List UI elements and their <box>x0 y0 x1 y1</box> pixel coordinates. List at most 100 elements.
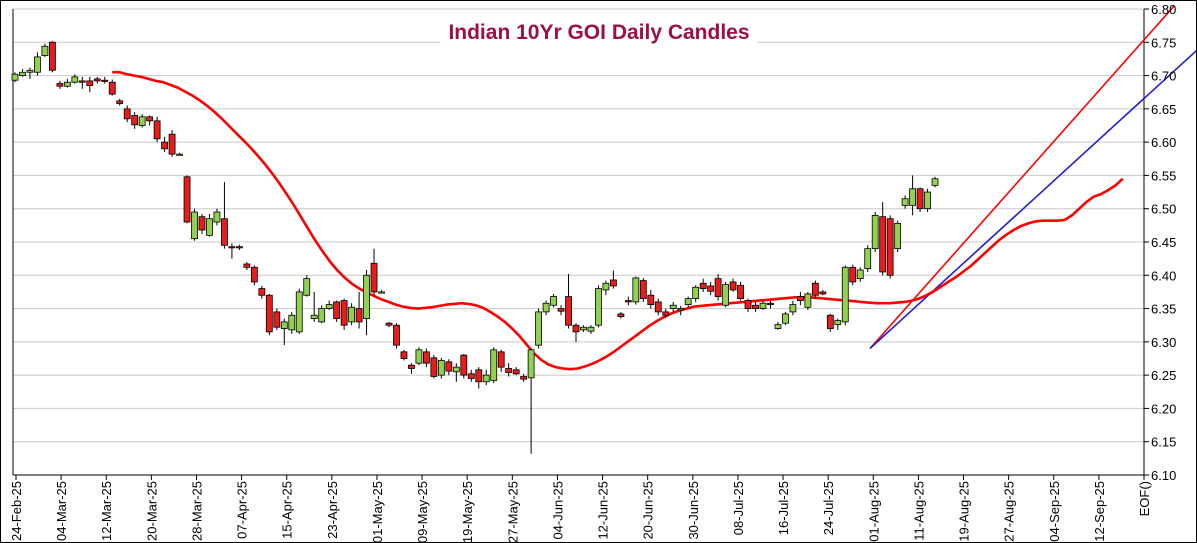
candle-body <box>176 153 183 156</box>
candle <box>931 176 939 188</box>
candle <box>916 187 924 213</box>
candle <box>550 293 557 308</box>
candle <box>565 273 572 329</box>
candle-body <box>422 351 430 364</box>
candle-body <box>767 302 774 305</box>
candle <box>183 175 191 224</box>
candle-body <box>355 308 363 323</box>
candle-body <box>258 288 266 296</box>
candle-body <box>265 294 273 333</box>
candle <box>78 76 86 89</box>
candle-body <box>482 374 490 383</box>
candle-body <box>632 277 640 303</box>
candle-body <box>595 288 602 326</box>
candle-body <box>722 284 729 306</box>
candle-body <box>273 311 281 328</box>
candle-body <box>505 368 513 373</box>
candle-body <box>550 296 557 306</box>
candle <box>273 308 281 330</box>
grid-lines <box>13 8 1144 476</box>
candle-body <box>71 76 79 83</box>
candle-body <box>826 314 834 329</box>
candle <box>131 112 139 129</box>
x-tick-label: 19-May-25 <box>460 481 475 542</box>
candle <box>295 288 303 334</box>
candle-body <box>819 291 827 295</box>
candle <box>871 212 879 252</box>
candle <box>572 323 580 342</box>
candle <box>901 195 909 209</box>
x-tick-label: 12-Mar-25 <box>99 481 114 541</box>
candle-body <box>191 211 198 240</box>
candle <box>595 285 602 328</box>
candle <box>841 265 849 326</box>
y-tick-label: 6.30 <box>1151 335 1176 350</box>
candle-body <box>587 326 595 332</box>
y-tick-label: 6.35 <box>1151 302 1176 317</box>
candle <box>415 347 423 366</box>
candle <box>348 303 356 326</box>
candle <box>221 182 228 249</box>
candle-body <box>206 218 213 236</box>
candle <box>714 273 722 301</box>
candle-body <box>295 291 303 333</box>
candle <box>610 270 617 289</box>
candle <box>310 291 318 322</box>
y-tick-label: 6.15 <box>1151 435 1176 450</box>
candle <box>437 357 445 379</box>
candle-body <box>789 304 797 313</box>
candle <box>580 325 587 332</box>
y-tick-label: 6.45 <box>1151 235 1176 250</box>
upper-trend-line <box>869 5 1175 350</box>
candle-body <box>610 279 617 287</box>
candle-body <box>325 304 333 309</box>
candle <box>370 248 378 296</box>
candle-body <box>363 274 370 319</box>
candle <box>198 214 206 235</box>
candle-body <box>445 361 453 372</box>
candle-body <box>662 311 670 316</box>
candle-body <box>108 81 116 95</box>
candle <box>325 300 333 310</box>
candle-body <box>834 320 842 325</box>
candle-body <box>400 351 408 359</box>
candle-body <box>460 354 468 376</box>
candle-body <box>340 300 348 326</box>
x-tick-label: 24-Jul-25 <box>821 481 836 535</box>
candle <box>378 289 385 294</box>
x-tick-label: 23-Apr-25 <box>325 481 340 539</box>
candle-body <box>886 218 894 276</box>
candle <box>505 363 513 377</box>
candle <box>430 355 438 379</box>
candle <box>849 264 857 286</box>
candle-body <box>744 300 752 309</box>
candle <box>520 373 528 382</box>
candle-body <box>894 222 902 250</box>
candle <box>355 291 363 329</box>
y-tick-label: 6.10 <box>1151 468 1176 483</box>
candle <box>288 311 296 334</box>
candle <box>826 313 834 332</box>
trend-channels <box>869 5 1196 350</box>
candle-body <box>101 79 109 82</box>
candle-body <box>430 357 438 377</box>
candle-body <box>11 73 19 81</box>
candle-body <box>19 71 26 76</box>
candle <box>624 296 632 306</box>
candle-body <box>86 80 94 86</box>
candle-body <box>624 300 632 303</box>
candle-body <box>602 282 610 291</box>
candle-body <box>370 262 378 293</box>
x-tick-label: EOF() <box>1137 481 1152 516</box>
candle-body <box>56 83 64 87</box>
candle <box>19 68 26 77</box>
candle-body <box>78 80 86 83</box>
candle-body <box>729 281 737 291</box>
candle <box>662 308 670 318</box>
candle <box>206 214 213 237</box>
candle <box>512 367 520 376</box>
candle <box>153 116 161 143</box>
candle <box>797 291 804 306</box>
candle-body <box>183 176 191 223</box>
candle <box>684 296 692 308</box>
